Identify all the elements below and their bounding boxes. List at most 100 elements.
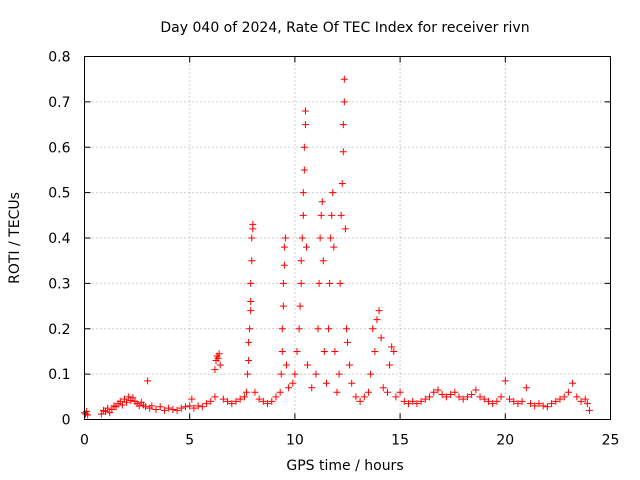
data-point: [451, 388, 459, 396]
data-point: [506, 395, 514, 403]
data-point: [484, 397, 492, 405]
chart-title: Day 040 of 2024, Rate Of TEC Index for r…: [160, 20, 529, 36]
data-point: [346, 361, 354, 369]
y-tick-label: 0: [62, 413, 71, 429]
data-point: [298, 234, 306, 242]
data-point: [405, 400, 413, 408]
data-point: [560, 393, 568, 401]
data-point: [245, 357, 253, 365]
data-point: [430, 388, 438, 396]
x-tick-labels: 0 5 10 15 20 25: [80, 433, 619, 449]
data-point: [282, 361, 290, 369]
data-point: [341, 225, 349, 233]
data-point: [198, 403, 206, 411]
data-point: [392, 393, 400, 401]
data-point: [527, 400, 535, 408]
data-point: [331, 347, 339, 355]
data-point: [219, 395, 227, 403]
data-point: [318, 198, 326, 206]
data-point: [302, 243, 310, 251]
data-point: [251, 388, 259, 396]
data-point: [264, 400, 272, 408]
data-point: [348, 379, 356, 387]
data-point: [295, 325, 303, 333]
data-point: [278, 325, 286, 333]
data-point: [247, 298, 255, 306]
data-point: [308, 384, 316, 392]
data-point: [365, 388, 373, 396]
data-point: [388, 343, 396, 351]
data-point: [340, 98, 348, 106]
data-point: [232, 397, 240, 405]
data-point: [438, 391, 446, 399]
data-point: [317, 211, 325, 219]
data-point: [297, 279, 305, 287]
data-point: [400, 397, 408, 405]
data-point: [304, 361, 312, 369]
data-point: [97, 410, 105, 418]
data-point: [297, 257, 305, 265]
data-point: [421, 395, 429, 403]
data-point: [319, 257, 327, 265]
y-tick-label: 0.4: [48, 231, 70, 247]
y-tick-label: 0.7: [48, 95, 70, 111]
data-point: [240, 393, 248, 401]
data-point: [296, 302, 304, 310]
data-point: [434, 386, 442, 394]
data-point: [356, 397, 364, 405]
data-point: [243, 388, 251, 396]
data-point: [291, 370, 299, 378]
data-point: [535, 400, 543, 408]
x-tick-label: 15: [391, 433, 409, 449]
data-point: [573, 393, 581, 401]
plot-frame: [84, 56, 611, 420]
data-point: [299, 211, 307, 219]
data-point: [583, 400, 591, 408]
data-point: [289, 379, 297, 387]
data-point: [585, 406, 593, 414]
data-point: [417, 397, 425, 405]
data-point: [247, 307, 255, 315]
data-point: [556, 395, 564, 403]
data-point: [514, 400, 522, 408]
x-tick-label: 20: [496, 433, 514, 449]
data-point: [108, 406, 116, 414]
y-axis-label: ROTI / TECUs: [7, 192, 23, 284]
data-point: [228, 400, 236, 408]
data-point: [329, 189, 337, 197]
data-point: [337, 211, 345, 219]
data-point: [301, 121, 309, 129]
data-points: [81, 75, 593, 419]
data-point: [539, 402, 547, 410]
data-point: [339, 148, 347, 156]
y-tick-label: 0.3: [48, 276, 70, 292]
data-point: [268, 397, 276, 405]
data-point: [335, 370, 343, 378]
data-point: [249, 220, 257, 228]
data-point: [468, 391, 476, 399]
data-point: [285, 384, 293, 392]
y-tick-label: 0.1: [48, 367, 70, 383]
data-point: [360, 393, 368, 401]
data-point: [339, 121, 347, 129]
data-point: [116, 397, 124, 405]
data-point: [377, 334, 385, 342]
data-point: [186, 402, 194, 410]
y-tick-label: 0.6: [48, 140, 70, 156]
data-point: [224, 397, 232, 405]
data-point: [455, 393, 463, 401]
data-point: [564, 388, 572, 396]
data-point: [118, 401, 126, 409]
data-point: [501, 377, 509, 385]
data-point: [211, 393, 219, 401]
data-point: [142, 403, 150, 411]
data-point: [276, 388, 284, 396]
data-point: [300, 143, 308, 151]
data-point: [135, 402, 143, 410]
data-point: [472, 386, 480, 394]
data-point: [272, 393, 280, 401]
data-point: [247, 279, 255, 287]
data-point: [476, 393, 484, 401]
data-point: [497, 393, 505, 401]
data-point: [320, 347, 328, 355]
